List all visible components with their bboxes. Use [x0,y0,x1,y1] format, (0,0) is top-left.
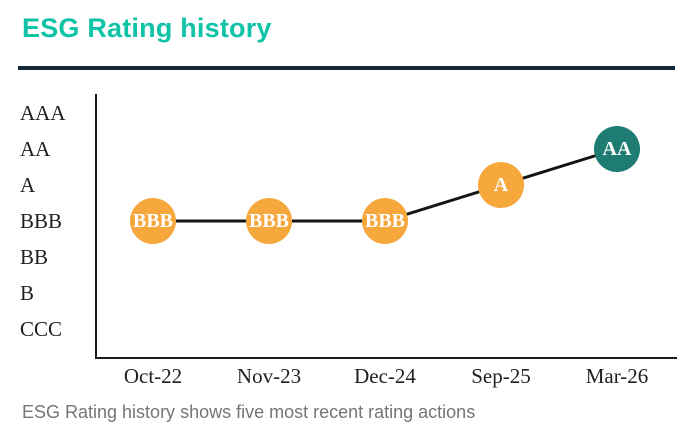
data-point-marker: BBB [130,198,176,244]
data-point-marker: BBB [362,198,408,244]
esg-rating-history-chart: AAA AA A BBB BB B CCC BBB Oct-22 BBB Nov-23 BBB Dec-… [0,90,693,396]
x-tick-label: Mar-26 [585,364,649,388]
x-tick-label: Sep-25 [471,364,531,388]
y-tick-label: CCC [20,317,63,341]
data-point-marker: AA [594,126,640,172]
y-tick-label: B [20,281,35,305]
rating-trend-line [153,147,618,223]
title-divider [18,66,675,70]
y-tick-label: A [20,173,36,197]
data-point-marker: BBB [246,198,292,244]
page-title: ESG Rating history [22,13,272,43]
y-tick-label: AAA [20,101,66,125]
x-tick-label: Dec-24 [354,364,416,388]
y-tick-label: BBB [20,209,63,233]
y-tick-label: AA [20,137,51,161]
y-tick-label: BB [20,245,49,269]
x-tick-label: Oct-22 [123,364,183,388]
x-tick-label: Nov-23 [236,364,302,388]
plot-axes [95,94,677,359]
data-point-marker: A [478,162,524,208]
chart-caption: ESG Rating history shows five most recen… [22,402,476,422]
